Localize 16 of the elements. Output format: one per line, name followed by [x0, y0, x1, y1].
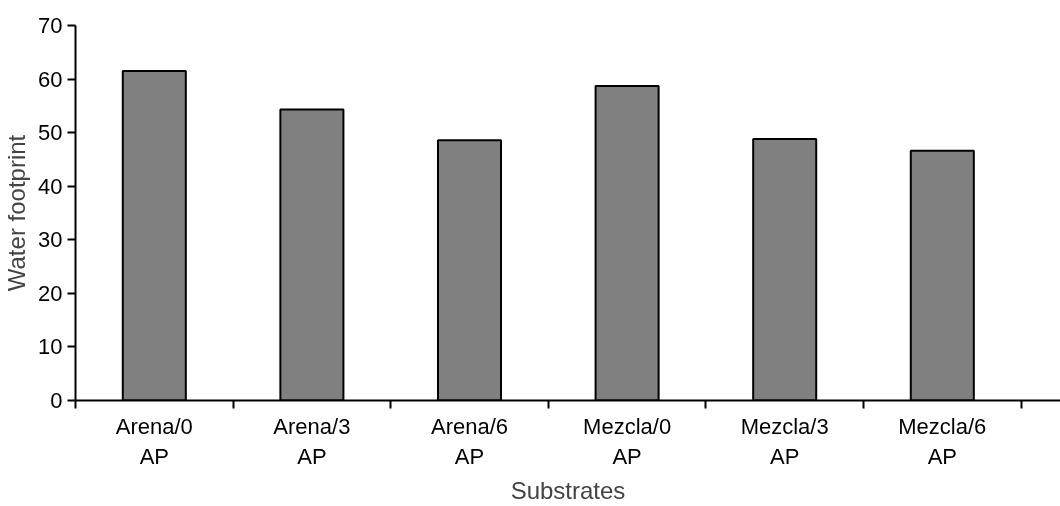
- y-tick-label: 40: [38, 173, 63, 199]
- x-tick-label: Mezcla/0 AP: [583, 413, 672, 469]
- x-tick-label: Arena/3 AP: [273, 413, 351, 469]
- x-tick-label: Arena/0 AP: [115, 413, 193, 469]
- y-tick-label: 30: [38, 227, 63, 253]
- y-tick-label: 10: [38, 334, 63, 360]
- x-axis-title: Substrates: [510, 476, 626, 504]
- y-tick-label: 50: [38, 120, 63, 146]
- y-tick-label: 60: [38, 66, 63, 92]
- y-tick-label: 20: [38, 280, 63, 306]
- x-tick-label: Mezcla/3 AP: [740, 413, 829, 469]
- y-tick-label: 0: [50, 388, 63, 413]
- x-tick-label: Arena/6 AP: [430, 413, 509, 469]
- x-tick-label: Mezcla/6 AP: [898, 413, 987, 469]
- y-tick-label: 70: [38, 13, 63, 38]
- y-axis-title: Water footprint: [3, 134, 31, 292]
